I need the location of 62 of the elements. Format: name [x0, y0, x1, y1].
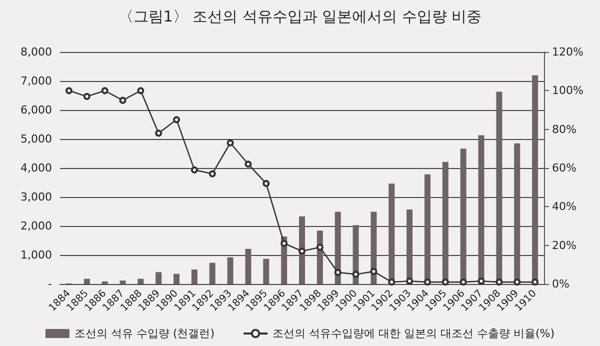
bar: [191, 270, 198, 284]
point: [137, 87, 144, 94]
bar: [120, 280, 126, 284]
point: [478, 278, 485, 285]
point: [226, 139, 234, 146]
bar: [263, 258, 270, 284]
bar: [245, 248, 252, 284]
point: [173, 116, 180, 124]
bar: [156, 272, 162, 284]
y-tick-label: 7,000: [20, 74, 52, 88]
y-tick-label: -: [48, 278, 52, 290]
point: [65, 87, 72, 94]
y2-tick-label: 40%: [552, 200, 576, 214]
y-tick-label: 6,000: [20, 104, 52, 116]
bar: [102, 281, 108, 284]
bar: [227, 257, 234, 284]
point: [155, 130, 162, 137]
bar: [370, 212, 377, 284]
y2-tick-label: 20%: [552, 238, 576, 252]
point: [388, 278, 396, 286]
point: [119, 96, 126, 104]
y2-tick-label: 0%: [552, 278, 570, 290]
bar: [334, 212, 341, 284]
point: [280, 240, 288, 247]
y-tick-label: 1,000: [20, 248, 52, 262]
y-tick-label: 2,000: [20, 220, 52, 232]
point: [496, 278, 503, 286]
bar: [209, 262, 216, 284]
point: [532, 278, 539, 286]
point: [406, 278, 414, 285]
bar: [478, 135, 484, 284]
point: [460, 278, 467, 286]
point: [262, 180, 270, 187]
bar: [84, 278, 90, 284]
y2-tick-label: 60%: [552, 162, 576, 174]
y-tick-label: 3,000: [20, 190, 52, 204]
y-tick-label: 4,000: [20, 162, 52, 174]
point: [334, 268, 342, 276]
bar: [299, 216, 305, 284]
point: [514, 278, 521, 286]
y-tick-label: 8,000: [20, 46, 52, 58]
legend-label: 조선의 석유수입량에 대한 일본의 대조선 수출량 비율(%): [272, 327, 555, 340]
point: [442, 278, 449, 286]
bar: [138, 278, 144, 284]
point: [83, 92, 90, 100]
y-tick-label: 5,000: [20, 132, 52, 146]
point: [101, 87, 108, 94]
point: [370, 268, 378, 275]
point: [190, 166, 198, 174]
legend-label: 조선의 석유 수입량 (천갤런): [74, 327, 215, 340]
point: [316, 244, 324, 251]
point: [352, 270, 360, 278]
point: [244, 160, 252, 168]
point: [298, 248, 306, 255]
bar: [174, 274, 180, 284]
y2-tick-label: 80%: [552, 122, 576, 136]
chart-title: 〈그림1〉 조선의 석유수입과 일본에서의 수입량 비중: [118, 8, 482, 26]
y2-tick-label: 120%: [552, 46, 584, 58]
bar: [406, 209, 413, 284]
point: [208, 170, 216, 178]
y2-tick-label: 100%: [552, 84, 584, 98]
point: [424, 278, 431, 286]
